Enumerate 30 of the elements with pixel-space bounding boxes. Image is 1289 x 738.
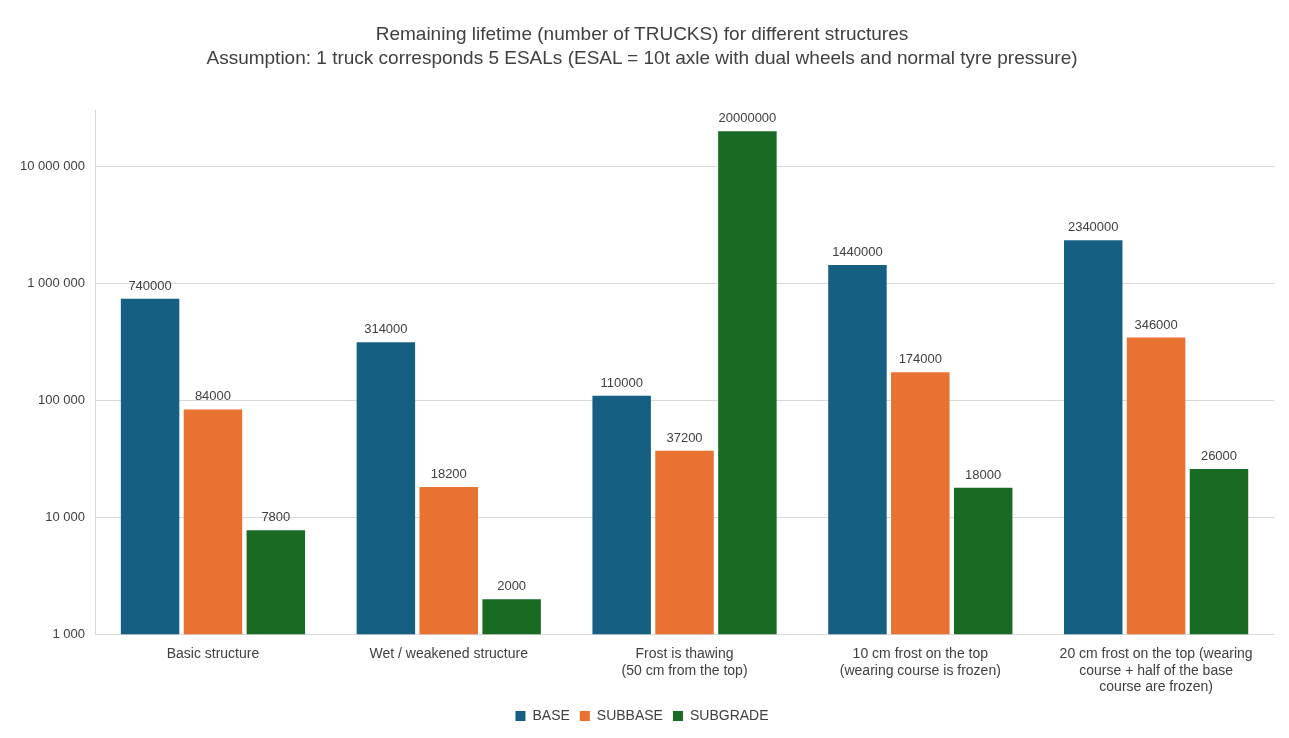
data-label: 18200 xyxy=(430,466,467,482)
data-label: 7800 xyxy=(261,509,291,525)
data-label: 346000 xyxy=(1134,316,1178,332)
data-label: 314000 xyxy=(364,321,408,337)
data-label: 84000 xyxy=(194,388,232,404)
chart-title: Remaining lifetime (number of TRUCKS) for different structures xyxy=(375,22,909,44)
y-tick-label: 10 000 000 xyxy=(19,158,86,174)
data-label: 110000 xyxy=(600,374,643,390)
y-tick-label: 1 000 xyxy=(52,626,86,642)
data-label: 1440000 xyxy=(832,244,883,260)
y-tick-label: 100 000 xyxy=(38,392,86,408)
y-tick-label: 1 000 000 xyxy=(27,275,86,291)
legend-label: SUBGRADE xyxy=(689,706,769,723)
y-tick-label: 10 000 xyxy=(45,509,86,525)
data-label: 26000 xyxy=(1200,448,1238,464)
x-tick-label: Basic structure xyxy=(166,644,260,661)
data-label: 740000 xyxy=(128,277,172,293)
x-tick-label: 10 cm frost on the top (wearing course is frozen) xyxy=(839,644,1001,678)
legend-label: BASE xyxy=(532,706,570,723)
data-label: 2000 xyxy=(497,578,527,594)
x-tick-label: Wet / weakened structure xyxy=(369,644,529,661)
x-tick-label: Frost is thawing (50 cm from the top) xyxy=(621,644,748,678)
data-label: 20000000 xyxy=(718,110,777,126)
data-label: 18000 xyxy=(965,466,1002,482)
x-tick-label: 20 cm frost on the top (wearing course + half of the base course are frozen) xyxy=(1059,644,1253,695)
legend-label: SUBBASE xyxy=(596,706,663,723)
chart-subtitle: Assumption: 1 truck corresponds 5 ESALs (ESAL = 10t axle with dual wheels and normal tyre pressure) xyxy=(206,47,1078,69)
data-label: 2340000 xyxy=(1067,219,1119,235)
data-label: 37200 xyxy=(666,429,703,445)
data-label: 174000 xyxy=(898,351,943,367)
